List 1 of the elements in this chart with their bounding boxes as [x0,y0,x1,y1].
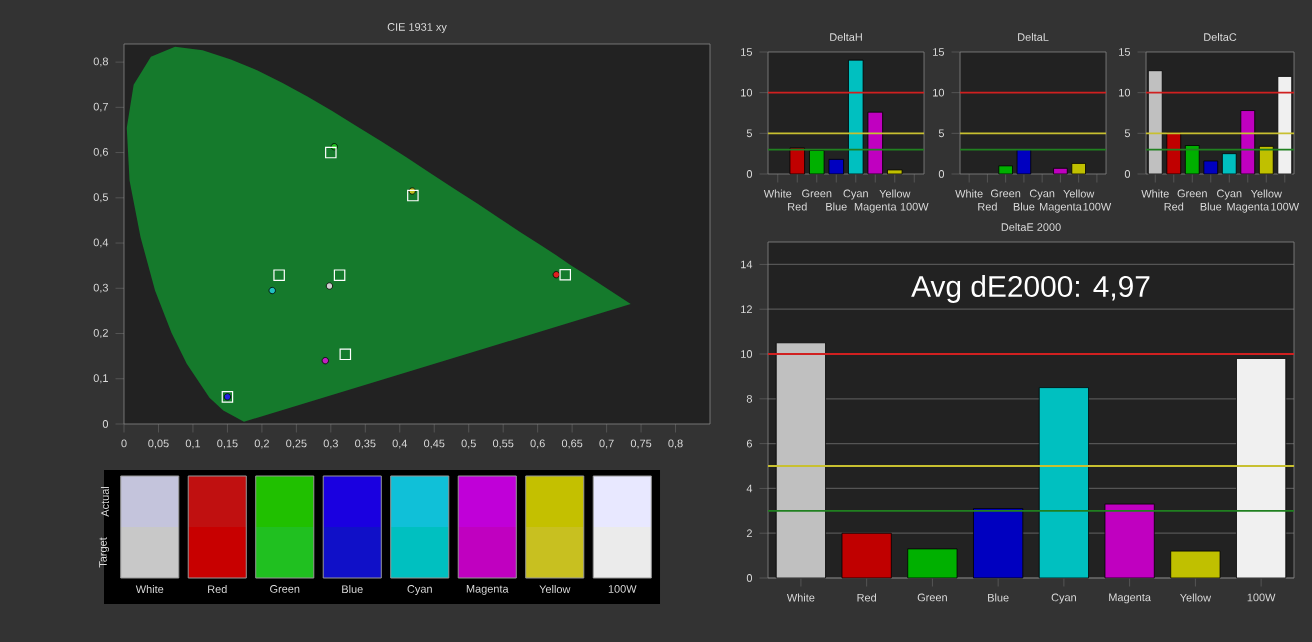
annotation: Avg dE2000: 4,97 [911,275,1150,303]
